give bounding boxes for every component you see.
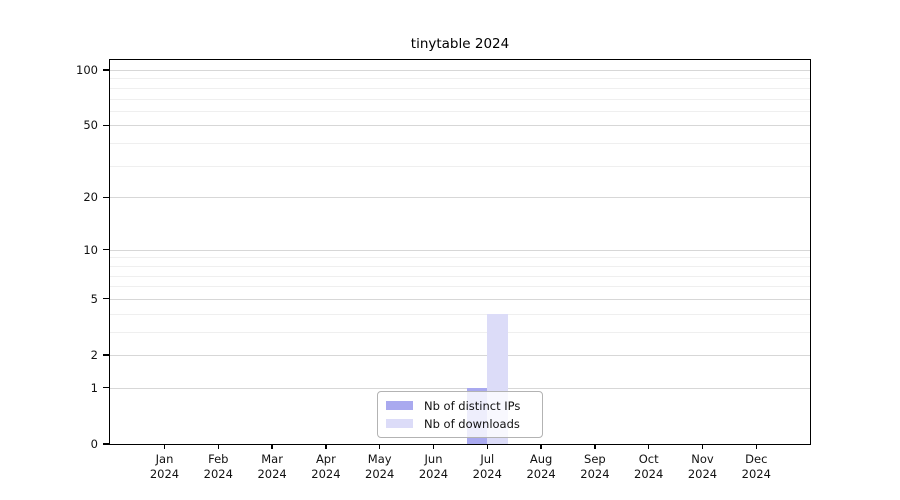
gridline-2 [110,355,810,356]
gridline-20 [110,197,810,199]
gridline-6 [110,286,810,288]
x-tick-month: Aug [529,452,553,466]
gridline-5 [110,298,810,300]
y-tick-mark-50 [103,124,109,127]
plot-area: Nb of distinct IPs Nb of downloads [109,59,811,445]
x-tick-mark-nov [701,444,704,449]
x-tick-year: 2024 [634,466,664,481]
x-tick-year: 2024 [580,466,610,481]
y-tick-mark-0 [103,443,109,445]
legend-item-downloads: Nb of downloads [386,417,534,431]
x-tick-label-feb: Feb 2024 [190,452,246,481]
legend: Nb of distinct IPs Nb of downloads [377,391,543,438]
gridline-80 [110,87,810,89]
legend-swatch-distinct-ips-icon [386,401,413,410]
gridline-1 [110,387,810,389]
x-tick-label-mar: Mar 2024 [244,452,300,481]
chart-title: tinytable 2024 [410,36,510,52]
x-tick-month: Jun [424,452,443,466]
x-tick-year: 2024 [526,466,556,481]
gridline-30 [110,165,810,167]
gridline-70 [110,98,810,100]
x-tick-mark-aug [540,444,542,449]
y-tick-label-50: 50 [83,118,98,133]
y-tick-label-100: 100 [76,63,98,77]
x-tick-year: 2024 [365,466,395,481]
x-tick-year: 2024 [311,466,341,481]
gridline-3 [110,331,810,333]
x-tick-label-dec: Dec 2024 [728,452,784,481]
legend-item-distinct-ips: Nb of distinct IPs [386,399,534,413]
gridline-90 [110,78,810,80]
x-tick-label-jun: Jun 2024 [406,452,462,481]
gridline-60 [110,110,810,112]
x-tick-label-apr: Apr 2024 [298,452,354,481]
x-tick-month: Sep [584,452,606,466]
x-tick-month: Oct [638,452,659,466]
x-tick-label-jan: Jan 2024 [137,452,193,481]
x-tick-mark-apr [325,444,327,449]
x-tick-label-aug: Aug 2024 [513,452,569,481]
y-tick-label-10: 10 [83,242,98,257]
x-tick-month: Jul [480,452,495,466]
y-tick-label-20: 20 [83,190,98,205]
x-tick-mark-jan [163,444,166,449]
x-tick-label-nov: Nov 2024 [675,452,731,481]
x-tick-mark-may [379,444,381,449]
gridline-9 [110,257,810,259]
x-tick-mark-dec [755,444,757,449]
legend-swatch-downloads-icon [386,419,413,428]
x-tick-year: 2024 [418,466,449,481]
y-tick-mark-20 [103,196,109,198]
gridline-50 [110,125,810,127]
x-tick-year: 2024 [741,466,771,481]
x-tick-mark-feb [217,444,219,449]
legend-label-downloads: Nb of downloads [424,416,520,431]
y-tick-mark-1 [103,387,109,389]
x-tick-year: 2024 [257,466,287,481]
y-tick-label-2: 2 [90,348,98,362]
gridline-100 [110,70,810,71]
y-tick-mark-5 [103,298,109,300]
x-tick-mark-mar [271,444,273,449]
x-tick-month: May [367,452,392,466]
legend-label-distinct-ips: Nb of distinct IPs [424,398,521,413]
gridline-40 [110,143,810,145]
x-tick-month: Jan [155,452,174,466]
gridline-10 [110,249,810,251]
x-tick-month: Dec [745,452,768,466]
x-tick-year: 2024 [203,466,233,481]
x-tick-month: Feb [208,452,229,466]
y-tick-mark-100 [103,69,109,71]
x-tick-mark-jun [432,444,435,449]
gridline-4 [110,313,810,315]
x-tick-year: 2024 [472,466,502,481]
x-tick-label-may: May 2024 [352,452,408,481]
x-tick-mark-oct [648,444,650,449]
x-tick-month: Apr [315,452,336,466]
x-tick-label-jul: Jul 2024 [459,452,515,481]
x-tick-year: 2024 [149,466,180,481]
y-tick-label-5: 5 [90,291,98,306]
gridline-8 [110,265,810,267]
x-tick-month: Mar [261,452,283,466]
x-tick-mark-jul [486,444,488,449]
x-tick-mark-sep [594,444,596,449]
gridline-7 [110,275,810,277]
x-tick-month: Nov [691,452,714,466]
y-tick-mark-10 [103,249,109,251]
x-tick-year: 2024 [687,466,718,481]
x-tick-label-sep: Sep 2024 [567,452,623,481]
y-tick-label-0: 0 [90,437,98,451]
y-tick-label-1: 1 [90,380,98,395]
y-tick-mark-2 [103,354,109,356]
x-tick-label-oct: Oct 2024 [621,452,677,481]
